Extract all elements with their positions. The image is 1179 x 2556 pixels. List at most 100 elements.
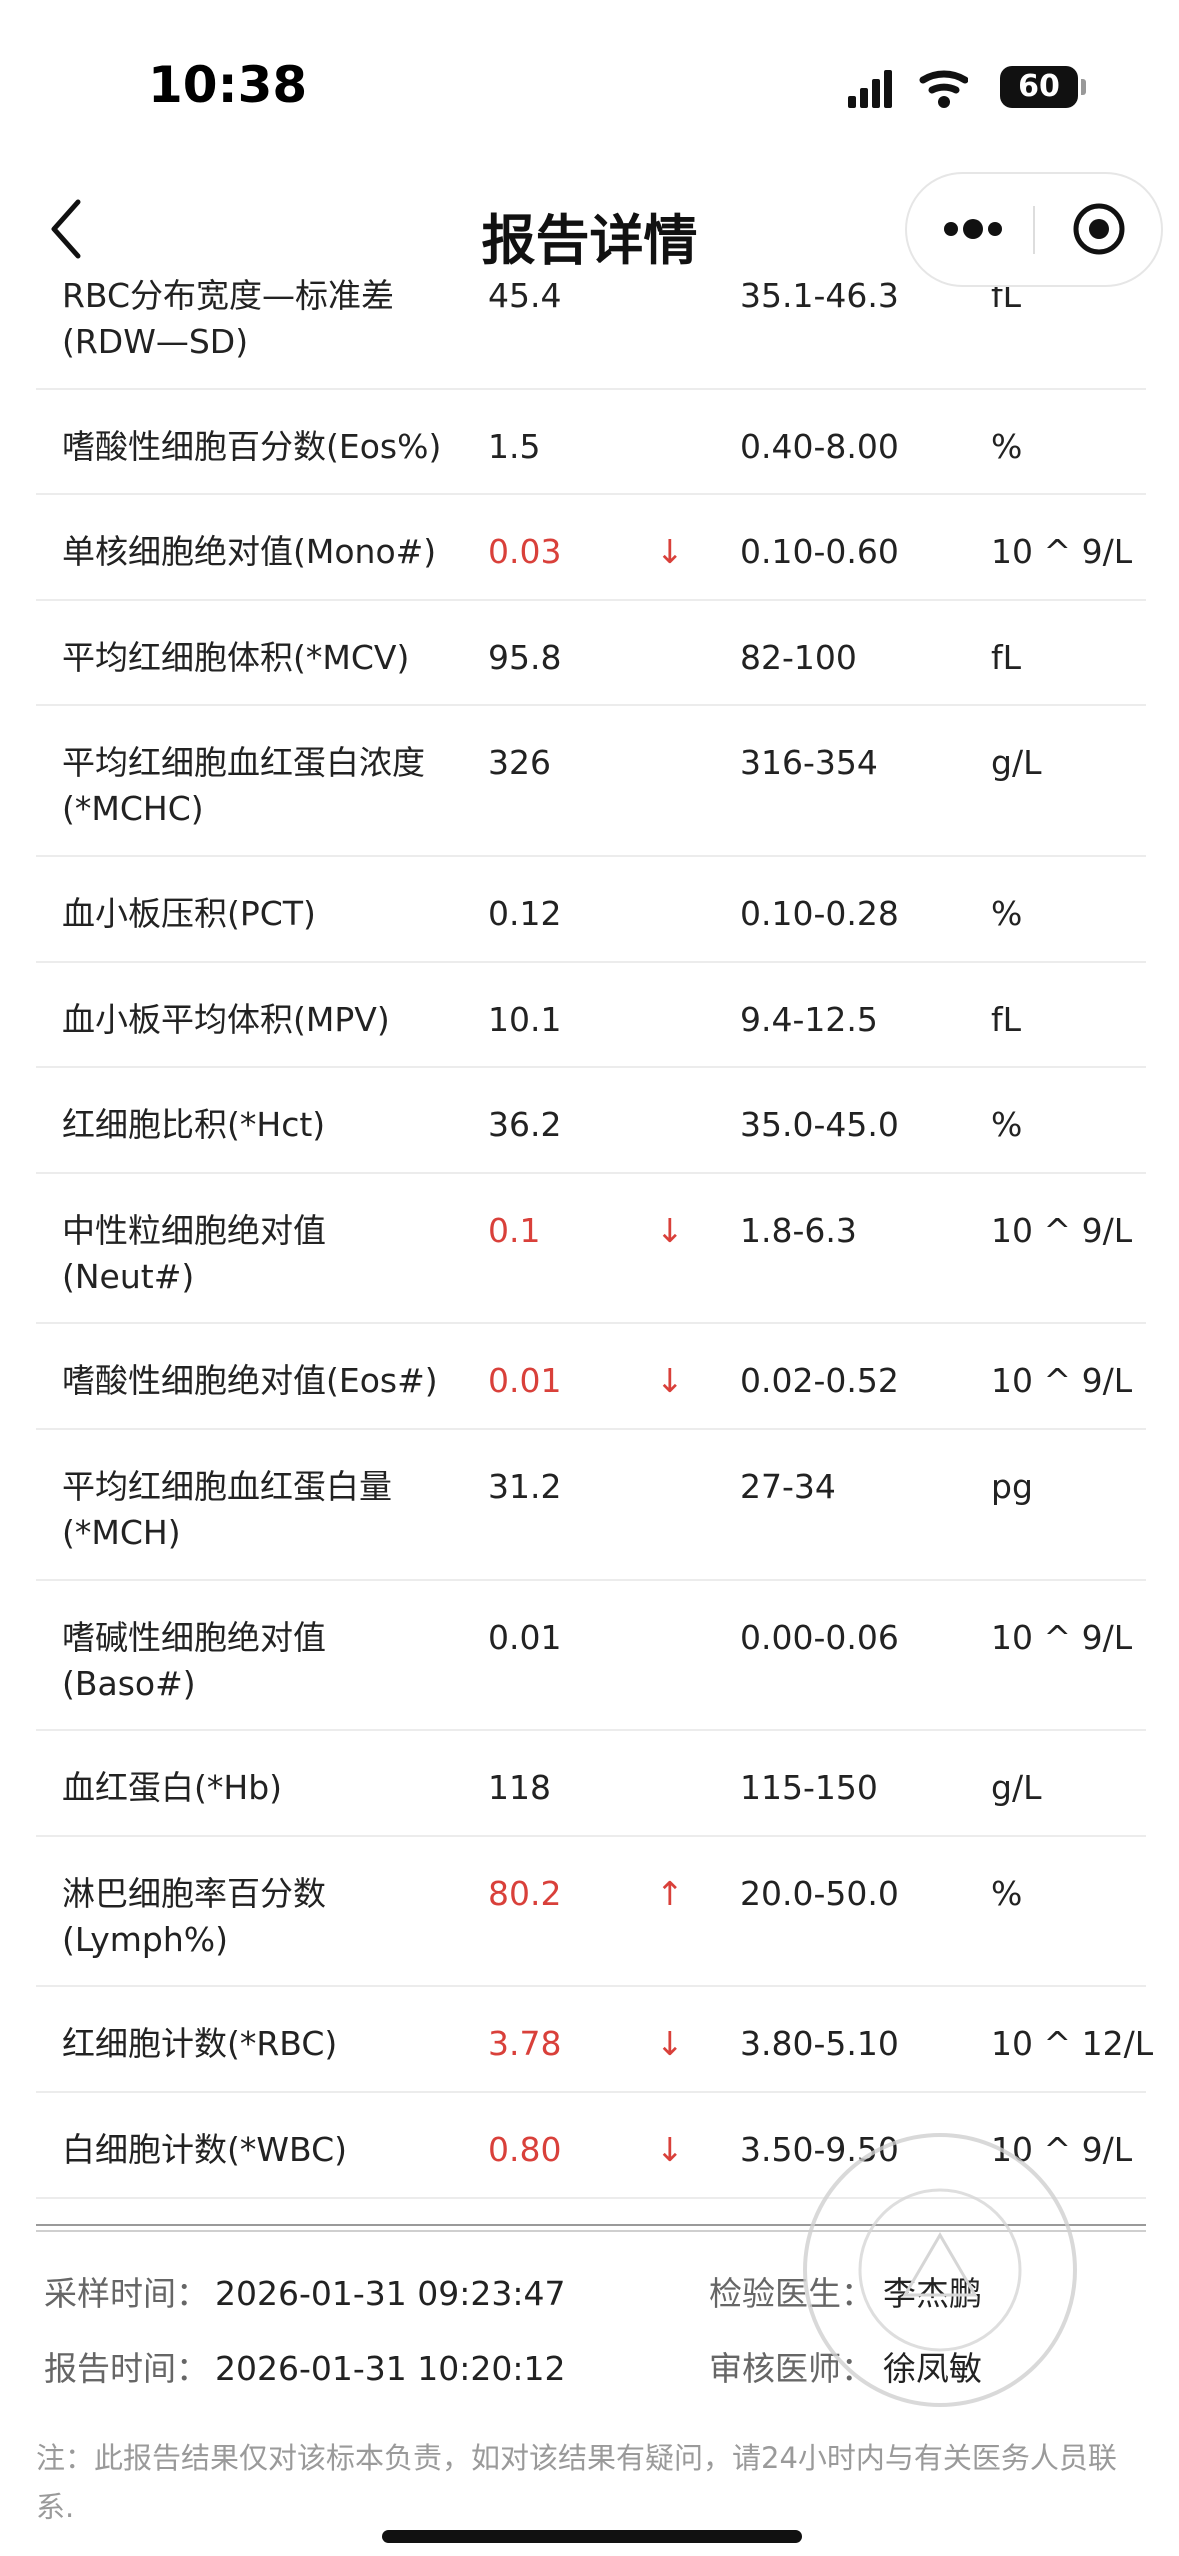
item-unit: fL	[991, 999, 1022, 1039]
item-range: 9.4-12.5	[740, 999, 878, 1039]
item-name-line: (*MCH)	[62, 1512, 181, 1552]
table-row: 平均红细胞血红蛋白浓度 (*MCHC) 326 316-354 g/L	[36, 706, 1146, 857]
item-unit: %	[991, 893, 1023, 933]
item-name: 红细胞计数(*RBC)	[62, 2021, 337, 2067]
item-unit: g/L	[991, 1768, 1042, 1808]
item-value: 36.2	[488, 1105, 562, 1145]
item-name: 单核细胞绝对值(Mono#)	[62, 529, 436, 575]
item-value: 0.01	[488, 1617, 562, 1657]
item-name-line: (RDW—SD)	[62, 322, 249, 361]
item-value: 326	[488, 743, 551, 783]
item-name-line: 平均红细胞体积(*MCV)	[62, 637, 410, 677]
item-unit: 10 ^ 9/L	[991, 1210, 1133, 1250]
item-unit: pg	[991, 1466, 1033, 1506]
item-flag: ↓	[656, 2129, 684, 2169]
item-name-line: (Baso#)	[62, 1663, 196, 1703]
capsule-menu[interactable]	[905, 172, 1163, 287]
item-value: 80.2	[488, 1873, 562, 1913]
item-name-line: (Neut#)	[62, 1256, 195, 1296]
item-unit: 10 ^ 12/L	[991, 2024, 1154, 2064]
item-value: 0.12	[488, 893, 562, 933]
table-row: 平均红细胞血红蛋白量 (*MCH) 31.2 27-34 pg	[36, 1430, 1146, 1581]
table-row: 嗜酸性细胞绝对值(Eos#) 0.01 ↓ 0.02-0.52 10 ^ 9/L	[36, 1324, 1146, 1430]
table-row: 红细胞计数(*RBC) 3.78 ↓ 3.80-5.10 10 ^ 12/L	[36, 1987, 1153, 2093]
item-value: 0.03	[488, 532, 562, 572]
item-name-line: 红细胞计数(*RBC)	[62, 2024, 338, 2064]
back-button[interactable]	[48, 196, 88, 262]
separator	[36, 2230, 1146, 2232]
table-row: 红细胞比积(*Hct) 36.2 35.0-45.0%	[36, 1068, 1146, 1174]
item-range: 0.10-0.60	[740, 532, 899, 572]
item-value: 3.78	[488, 2024, 562, 2064]
result-table: RBC分布宽度—标准差 (RDW—SD) 45.4 35.1-46.3 fL 嗜酸性细胞百…	[0, 239, 1179, 2199]
item-name: 嗜酸性细胞绝对值(Eos#)	[62, 1358, 438, 1404]
item-unit: 10 ^ 9/L	[991, 532, 1133, 572]
item-name: 平均红细胞血红蛋白量 (*MCH)	[62, 1464, 392, 1556]
item-flag: ↓	[656, 532, 684, 572]
item-name-line: (*MCHC)	[62, 789, 204, 829]
item-range: 3.80-5.10	[740, 2024, 899, 2064]
label: 报告时间：	[44, 2349, 209, 2388]
hospital-stamp	[803, 2133, 1077, 2407]
item-name: 白细胞计数(*WBC)	[62, 2127, 347, 2173]
item-range: 1.8-6.3	[740, 1210, 857, 1250]
item-name: 血红蛋白(*Hb)	[62, 1765, 282, 1811]
table-row: 中性粒细胞绝对值 (Neut#) 0.1 ↓ 1.8-6.3 10 ^ 9/L	[36, 1174, 1146, 1325]
item-value: 0.80	[488, 2129, 562, 2169]
item-flag: ↑	[656, 1873, 684, 1913]
item-name-line: 中性粒细胞绝对值	[62, 1210, 326, 1250]
item-flag: ↓	[656, 1210, 684, 1250]
item-name: 红细胞比积(*Hct)	[62, 1102, 325, 1148]
item-value: 118	[488, 1768, 551, 1808]
item-name: 嗜酸性细胞百分数(Eos%)	[62, 424, 441, 470]
item-name-line: RBC分布宽度—标准差	[62, 276, 395, 315]
table-row: 嗜酸性细胞百分数(Eos%) 1.5 0.40-8.00%	[36, 390, 1146, 496]
item-value: 0.01	[488, 1361, 562, 1401]
item-range: 0.00-0.06	[740, 1617, 899, 1657]
item-value: 45.4	[488, 276, 562, 315]
item-name: 平均红细胞体积(*MCV)	[62, 635, 409, 681]
item-range: 20.0-50.0	[740, 1873, 899, 1913]
signal-wifi-icons	[848, 70, 968, 108]
table-row: 淋巴细胞率百分数 (Lymph%) 80.2 ↑ 20.0-50.0%	[36, 1837, 1146, 1988]
item-flag: ↓	[656, 2024, 684, 2064]
item-name-line: 单核细胞绝对值(Mono#)	[62, 532, 437, 572]
item-value: 1.5	[488, 426, 541, 466]
note: 注：此报告结果仅对该标本负责，如对该结果有疑问，请24小时内与有关医务人员联系.	[36, 2441, 1117, 2524]
value: 2026-01-31 10:20:12	[215, 2349, 566, 2388]
header: 10:38 60 报告详情	[0, 0, 1179, 287]
status-time: 10:38	[148, 56, 308, 114]
item-name: 嗜碱性细胞绝对值 (Baso#)	[62, 1615, 326, 1707]
item-unit: %	[991, 426, 1023, 466]
item-name-line: 淋巴细胞率百分数	[62, 1873, 326, 1913]
item-name-line: (Lymph%)	[62, 1919, 228, 1959]
item-unit: fL	[991, 637, 1022, 677]
table-row: 血红蛋白(*Hb) 118 115-150 g/L	[36, 1731, 1146, 1837]
item-name: 平均红细胞血红蛋白浓度 (*MCHC)	[62, 740, 425, 832]
item-value: 10.1	[488, 999, 562, 1039]
item-name-line: 嗜酸性细胞百分数(Eos%)	[62, 426, 442, 466]
table-row: 单核细胞绝对值(Mono#) 0.03 ↓ 0.10-0.60 10 ^ 9/L	[36, 495, 1146, 601]
battery: 60	[1000, 66, 1078, 108]
item-range: 0.10-0.28	[740, 893, 899, 933]
value: 2026-01-31 09:23:47	[215, 2274, 566, 2313]
home-indicator	[382, 2530, 802, 2543]
item-unit: 10 ^ 9/L	[991, 1361, 1133, 1401]
table-row: 白细胞计数(*WBC) 0.80 ↓ 3.50-9.50 10 ^ 9/L	[36, 2093, 1146, 2199]
item-name: RBC分布宽度—标准差 (RDW—SD)	[62, 273, 394, 365]
item-name: 淋巴细胞率百分数 (Lymph%)	[62, 1871, 326, 1963]
table-row: 血小板压积(PCT) 0.12 0.10-0.28%	[36, 857, 1146, 963]
item-value: 95.8	[488, 637, 562, 677]
item-name-line: 嗜碱性细胞绝对值	[62, 1617, 326, 1657]
item-unit: %	[991, 1105, 1023, 1145]
separator	[36, 2224, 1146, 2226]
item-value: 31.2	[488, 1466, 562, 1506]
item-unit: 10 ^ 9/L	[991, 1617, 1133, 1657]
table-row: 平均红细胞体积(*MCV) 95.8 82-100 fL	[36, 601, 1146, 707]
item-name-line: 平均红细胞血红蛋白量	[62, 1466, 392, 1506]
item-name-line: 红细胞比积(*Hct)	[62, 1105, 326, 1145]
label: 采样时间：	[44, 2274, 209, 2313]
item-unit: %	[991, 1873, 1023, 1913]
item-range: 0.02-0.52	[740, 1361, 899, 1401]
item-range: 35.1-46.3	[740, 276, 899, 315]
